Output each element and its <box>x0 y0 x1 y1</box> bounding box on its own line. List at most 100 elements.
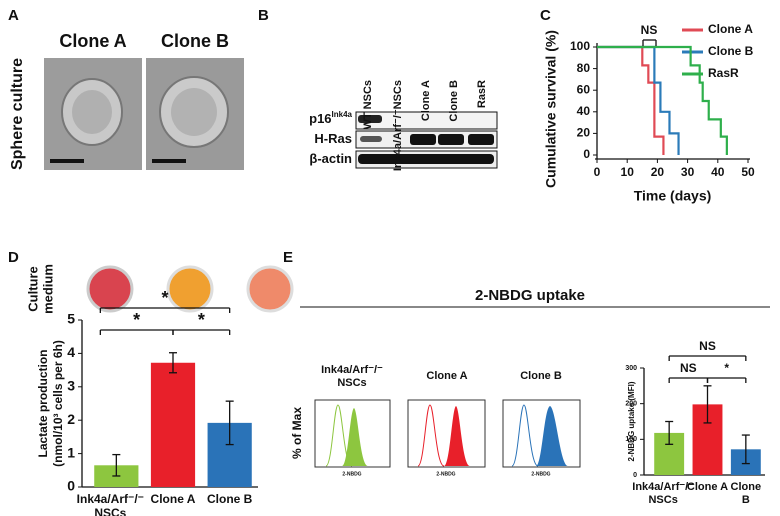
flow-x-label: 2-NBDG <box>436 471 455 477</box>
panel-letter: C <box>540 7 551 24</box>
band <box>468 134 494 145</box>
lane-label: Clone A <box>420 80 432 121</box>
flow-histogram <box>511 404 539 467</box>
y-tick-label: 0 <box>583 147 590 161</box>
blot-row-label-text: β-actin <box>309 151 352 166</box>
flow-box <box>502 399 581 468</box>
medium-well <box>86 265 134 313</box>
x-tick-label: Clone B <box>206 492 253 506</box>
y-axis-label: (nmol/10³ cells per 6h) <box>51 340 65 467</box>
flow-label: Clone B <box>520 370 562 382</box>
error-bar <box>703 385 712 424</box>
flow-label: Clone A <box>426 370 468 382</box>
x-tick-label: Ink4a/Arf⁻/⁻ NSCs <box>76 492 145 516</box>
legend-label: RasR <box>708 66 739 80</box>
band <box>358 115 382 123</box>
y-tick-label: 0 <box>67 478 75 494</box>
y-tick-label: 1 <box>67 444 75 460</box>
annotation: NS <box>641 23 658 37</box>
row-label: Sphere culture <box>9 58 26 170</box>
image-label: Culture <box>25 266 40 312</box>
band <box>360 136 382 142</box>
blot-row-label: p16Ink4a <box>309 110 352 126</box>
y-tick-label: 20 <box>577 126 591 140</box>
blot-row-label-text: p16 <box>309 111 331 126</box>
sphere-texture <box>72 90 112 134</box>
sphere-texture <box>171 88 217 136</box>
blot-row-label: β-actin <box>309 151 352 166</box>
survival-line <box>597 45 680 155</box>
lane-label: Ink4a/Arf⁻/⁻NSCs <box>392 80 404 171</box>
band <box>438 134 464 145</box>
flow-x-label: 2-NBDG <box>531 471 550 477</box>
y-tick-label: 0 <box>633 472 637 479</box>
y-tick-label: 300 <box>625 365 637 372</box>
flow-box <box>407 399 486 468</box>
y-tick-label: 4 <box>67 344 75 360</box>
legend-label: Clone A <box>708 22 753 36</box>
x-tick-label: 20 <box>651 165 665 179</box>
flow-box <box>314 399 391 468</box>
flow-y-label: % of Max <box>290 407 304 459</box>
blot-row-label-sup: Ink4a <box>332 110 353 119</box>
annotation: * <box>161 288 168 308</box>
blot-row-label: H-Ras <box>314 131 352 146</box>
x-axis-label: Time (days) <box>634 188 712 204</box>
error-bar <box>112 453 121 477</box>
flow-histogram <box>444 406 470 466</box>
image-label: Clone B <box>161 31 229 51</box>
y-axis-label: Cumulative survival (%) <box>543 30 559 188</box>
lane-label: Clone B <box>448 80 460 122</box>
image-label: Clone A <box>59 31 126 51</box>
y-axis-label: 2-NBDG uptake (MFI) <box>627 381 636 461</box>
y-tick-label: 2 <box>67 411 75 427</box>
panel-letter: E <box>283 249 293 266</box>
lane-label: WT NSCs <box>362 80 374 130</box>
x-tick-label: Clone A <box>150 492 196 506</box>
panel-letter: D <box>8 249 19 266</box>
medium-well <box>166 265 214 313</box>
y-tick-label: 60 <box>577 82 591 96</box>
x-tick-label: 10 <box>621 165 635 179</box>
x-tick-label: 40 <box>711 165 725 179</box>
y-tick-label: 40 <box>577 104 591 118</box>
annotation: * <box>198 310 205 330</box>
panel-letter: B <box>258 7 269 24</box>
medium-well <box>246 265 294 313</box>
x-tick-label: Clone A <box>686 481 729 493</box>
error-bar <box>225 400 234 446</box>
survival-line <box>597 45 728 155</box>
image-label: medium <box>40 264 55 314</box>
legend-label: Clone B <box>708 44 754 58</box>
error-bar <box>741 434 750 465</box>
band <box>410 134 436 145</box>
blot-row-label-text: H-Ras <box>314 131 352 146</box>
y-tick-label: 80 <box>577 61 591 75</box>
flow-histogram <box>536 406 568 466</box>
y-tick-label: 3 <box>67 378 75 394</box>
flow-histogram <box>417 404 445 467</box>
annotation: * <box>724 361 729 375</box>
error-bar <box>169 352 177 374</box>
flow-histogram <box>342 408 368 466</box>
y-tick-label: 100 <box>625 436 637 443</box>
y-tick-label: 100 <box>570 39 590 53</box>
blot-row <box>355 111 498 130</box>
lane-label: RasR <box>476 80 488 108</box>
x-tick-label: 30 <box>681 165 695 179</box>
bar <box>150 362 196 487</box>
annotation: * <box>133 310 140 330</box>
flow-histogram <box>325 404 353 467</box>
x-tick-label: 0 <box>594 165 601 179</box>
western-blot <box>355 111 498 169</box>
error-bar <box>665 420 674 445</box>
flow-label: Ink4a/Arf⁻/⁻ NSCs <box>321 364 383 389</box>
section-title: 2-NBDG uptake <box>475 287 585 304</box>
y-axis-label: Lactate production <box>36 349 50 457</box>
x-tick-label: Ink4a/Arf⁻/⁻ NSCs <box>632 481 695 506</box>
y-tick-label: 5 <box>67 311 75 327</box>
annotation: NS <box>680 361 697 375</box>
y-tick-label: 200 <box>625 401 637 408</box>
